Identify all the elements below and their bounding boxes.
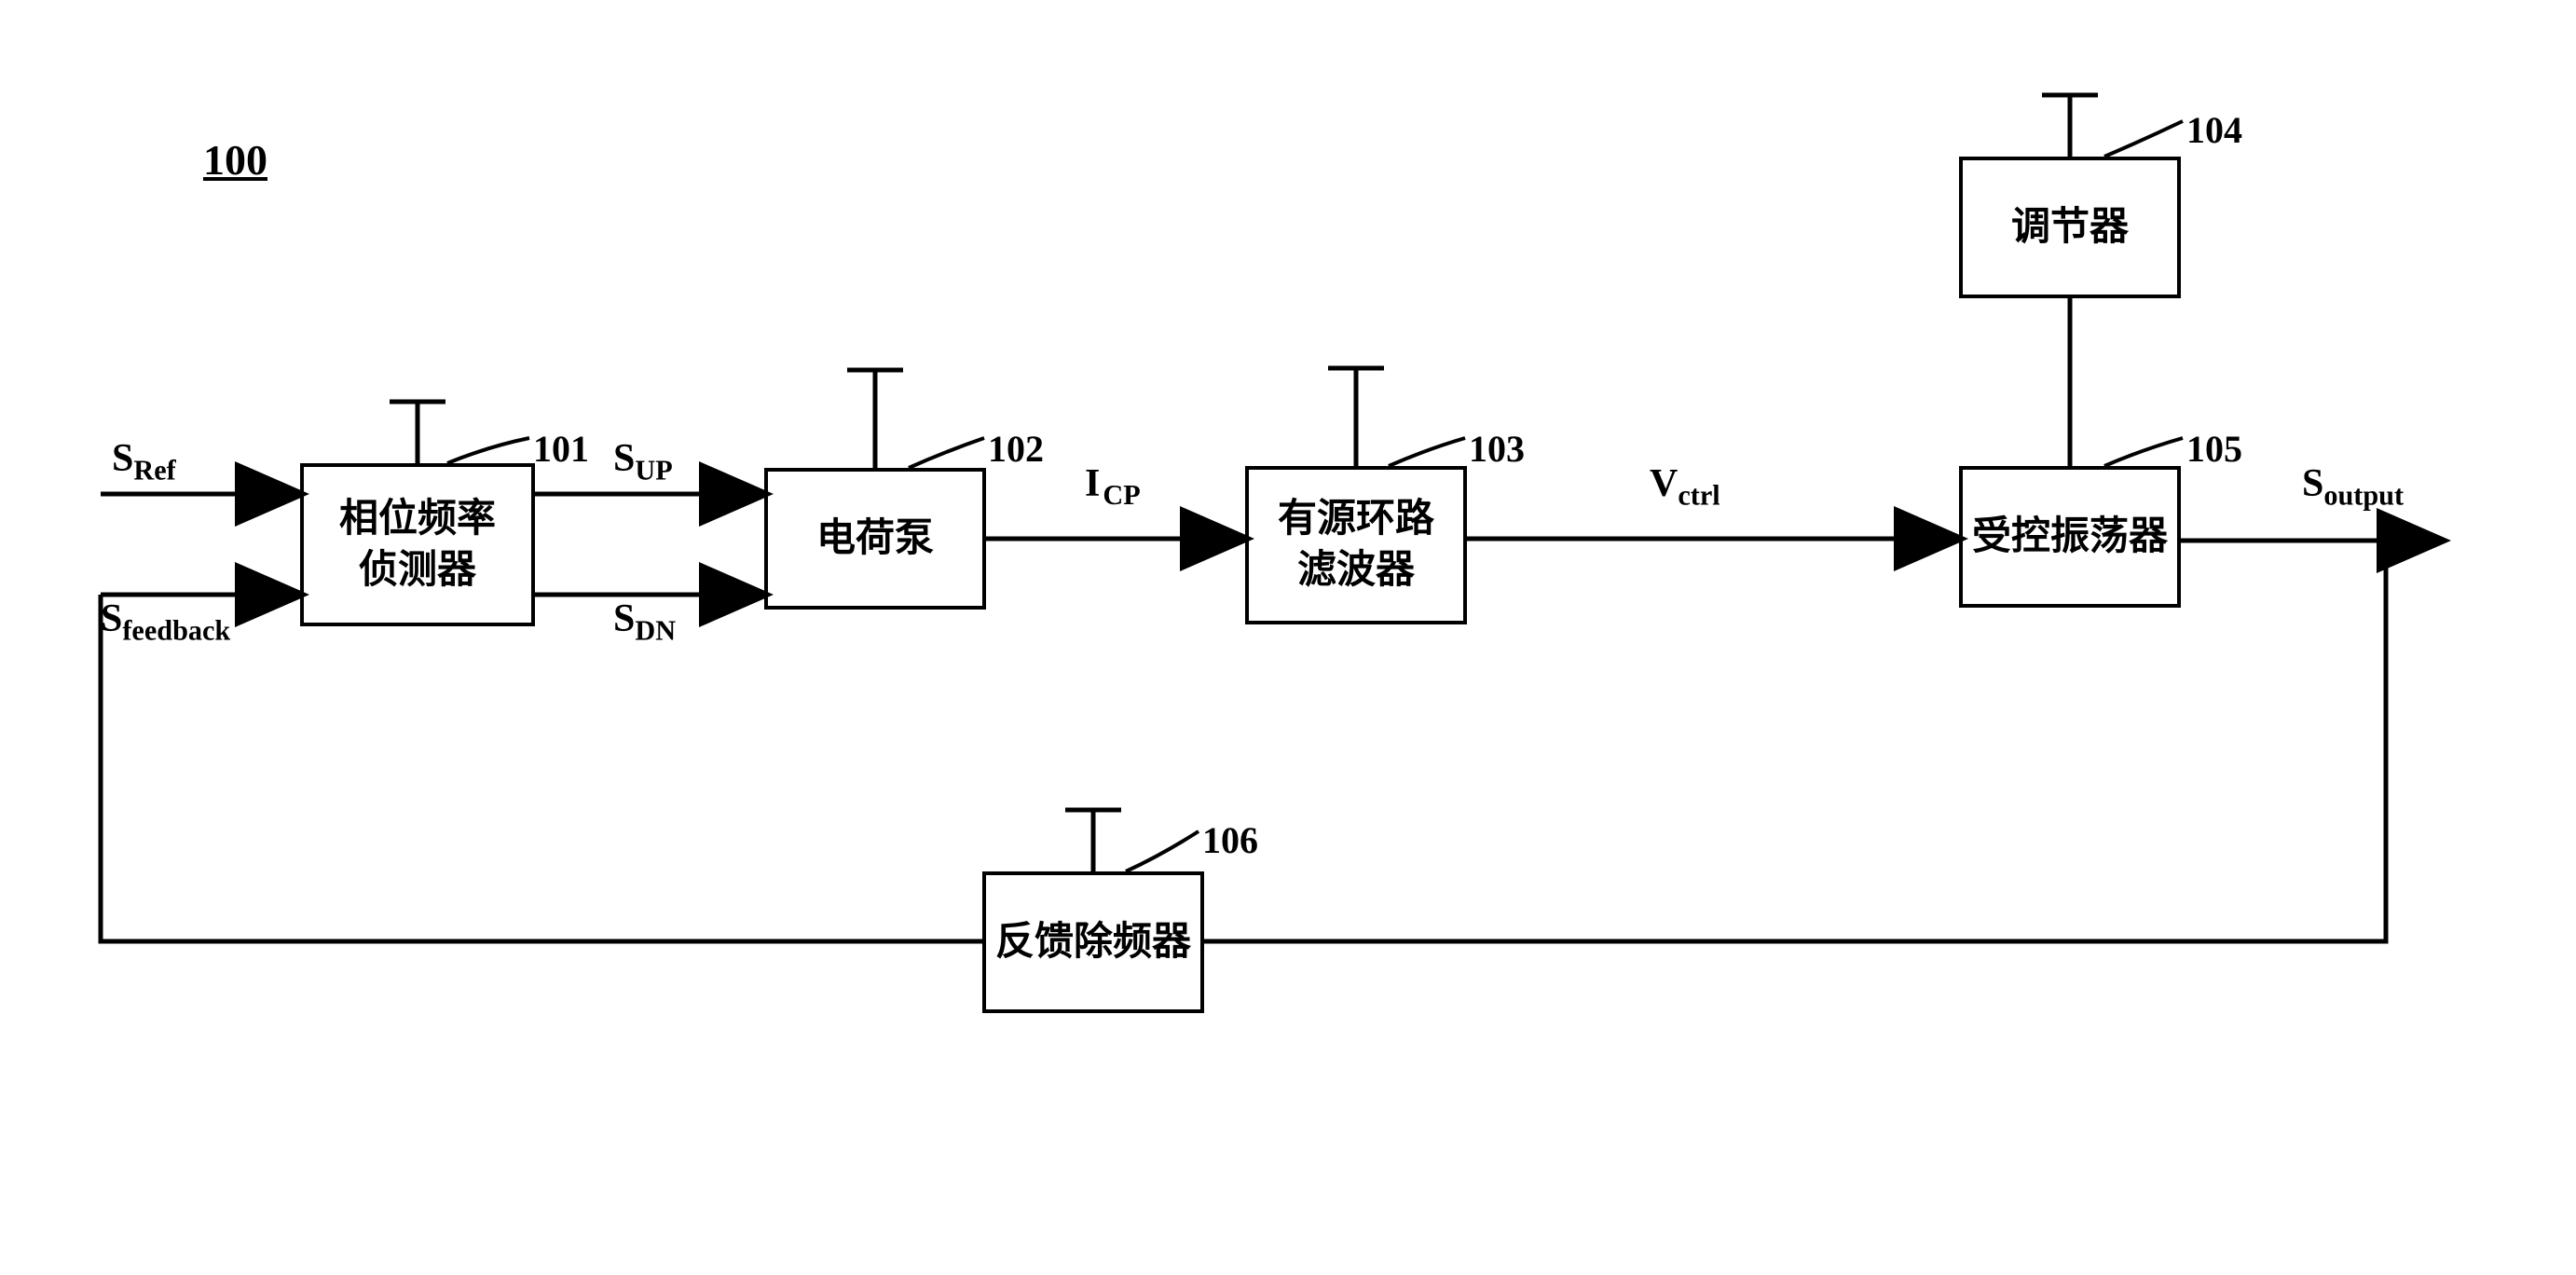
ref-104: 104 bbox=[2186, 108, 2242, 152]
block-text: 电荷泵 bbox=[816, 514, 934, 565]
ref-102: 102 bbox=[988, 427, 1044, 471]
leader-105 bbox=[2104, 438, 2183, 466]
block-controlled-oscillator: 受控振荡器 bbox=[1959, 466, 2181, 608]
connections-overlay bbox=[0, 0, 2576, 1275]
leader-101 bbox=[447, 438, 529, 463]
block-text: 反馈除频器 bbox=[995, 917, 1191, 968]
block-text: 有源环路 bbox=[1278, 494, 1434, 545]
block-pfd: 相位频率 侦测器 bbox=[300, 463, 535, 626]
block-feedback-divider: 反馈除频器 bbox=[982, 871, 1204, 1013]
leader-102 bbox=[909, 438, 984, 468]
signal-sref: SRef bbox=[112, 436, 176, 487]
ref-103: 103 bbox=[1469, 427, 1525, 471]
ref-106: 106 bbox=[1202, 818, 1258, 862]
leader-106 bbox=[1126, 831, 1199, 871]
ref-101: 101 bbox=[533, 427, 589, 471]
block-text: 调节器 bbox=[2011, 202, 2129, 254]
leader-104 bbox=[2104, 121, 2183, 157]
figure-id: 100 bbox=[203, 135, 267, 185]
signal-soutput: Soutput bbox=[2302, 461, 2404, 512]
block-active-loop-filter: 有源环路 滤波器 bbox=[1245, 466, 1467, 624]
block-charge-pump: 电荷泵 bbox=[764, 468, 986, 610]
ref-105: 105 bbox=[2186, 427, 2242, 471]
signal-sup: SUP bbox=[613, 436, 673, 487]
block-text: 侦测器 bbox=[359, 545, 476, 596]
signal-sdn: SDN bbox=[613, 596, 676, 647]
block-text: 相位频率 bbox=[339, 494, 496, 545]
signal-sfeedback: Sfeedback bbox=[101, 596, 230, 647]
signal-icp: ICP bbox=[1085, 461, 1141, 512]
block-regulator: 调节器 bbox=[1959, 157, 2181, 298]
block-text: 滤波器 bbox=[1297, 545, 1415, 596]
leader-103 bbox=[1389, 438, 1465, 466]
block-text: 受控振荡器 bbox=[1972, 512, 2168, 563]
block-diagram-figure: 100 相位频率 侦测器 电荷泵 有源环路 滤波器 调节器 受控振荡器 反馈除频… bbox=[0, 0, 2576, 1275]
signal-vctrl: Vctrl bbox=[1650, 461, 1720, 512]
